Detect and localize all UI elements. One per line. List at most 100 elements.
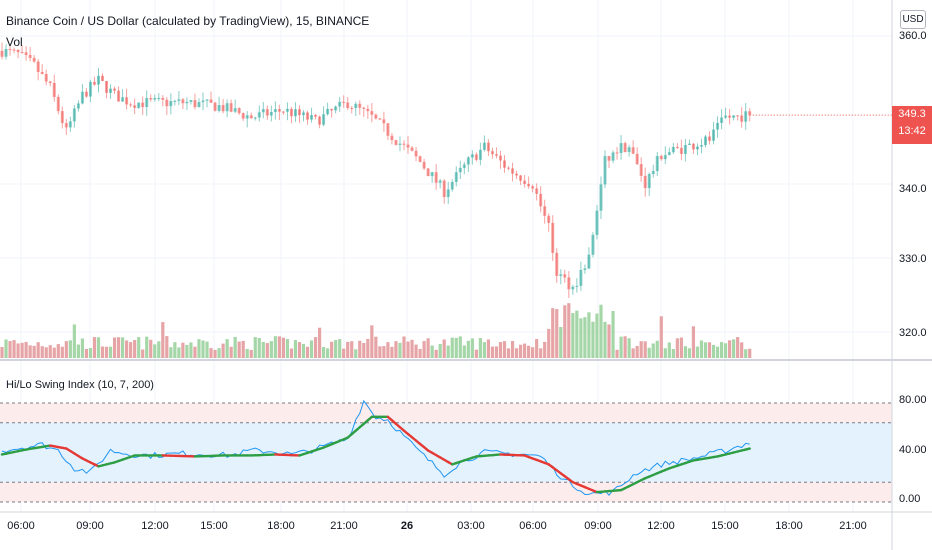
candle-body bbox=[12, 49, 16, 51]
candle-body bbox=[583, 268, 587, 270]
volume-bar bbox=[153, 344, 157, 358]
candle-body bbox=[382, 119, 386, 124]
candle-body bbox=[0, 50, 4, 57]
candle-body bbox=[627, 147, 631, 153]
candle-body bbox=[732, 115, 736, 118]
candle-body bbox=[354, 103, 358, 109]
candle-body bbox=[201, 100, 205, 103]
candle-body bbox=[535, 188, 539, 194]
candle-body bbox=[36, 61, 40, 72]
volume-bar bbox=[4, 339, 8, 358]
volume-bar bbox=[446, 345, 450, 358]
candle-body bbox=[189, 100, 193, 102]
candle-body bbox=[446, 189, 450, 197]
volume-bar bbox=[338, 339, 342, 358]
volume-bar bbox=[229, 346, 233, 358]
candle-body bbox=[659, 156, 663, 160]
candle-body bbox=[716, 122, 720, 130]
volume-bar bbox=[378, 346, 382, 358]
volume-bar bbox=[237, 341, 241, 358]
price-tick: 340.0 bbox=[899, 183, 927, 195]
price-tick: 330.0 bbox=[899, 253, 927, 265]
volume-bar bbox=[382, 346, 386, 358]
candle-body bbox=[450, 182, 454, 190]
volume-bar bbox=[209, 348, 213, 358]
candle-body bbox=[322, 114, 326, 125]
volume-bar bbox=[535, 339, 539, 358]
volume-bar bbox=[659, 316, 663, 358]
volume-bar bbox=[502, 341, 507, 358]
volume-bar bbox=[92, 337, 97, 358]
volume-bar bbox=[177, 347, 181, 358]
volume-bar bbox=[129, 342, 133, 358]
symbol-title[interactable]: Binance Coin / US Dollar (calculated by … bbox=[6, 14, 370, 28]
volume-bar bbox=[297, 342, 302, 358]
candle-body bbox=[378, 118, 382, 120]
time-tick: 15:00 bbox=[200, 520, 228, 532]
candle-body bbox=[293, 109, 297, 117]
volume-bar bbox=[595, 313, 599, 358]
volume-bar bbox=[24, 341, 28, 358]
volume-bar bbox=[40, 346, 44, 358]
candle-body bbox=[105, 81, 109, 93]
candle-body bbox=[643, 175, 647, 189]
candle-body bbox=[515, 173, 519, 176]
candle-body bbox=[213, 102, 217, 111]
candle-body bbox=[157, 98, 161, 100]
volume-bar bbox=[68, 340, 72, 358]
volume-bar bbox=[703, 342, 708, 358]
candle-body bbox=[695, 146, 699, 150]
candle-body bbox=[551, 222, 555, 253]
volume-bar bbox=[137, 337, 141, 358]
candle-body bbox=[205, 99, 209, 101]
candle-body bbox=[76, 103, 80, 109]
candle-body bbox=[334, 106, 338, 111]
volume-bar bbox=[157, 341, 161, 358]
volume-bar bbox=[16, 343, 20, 358]
time-tick: 09:00 bbox=[584, 520, 612, 532]
volume-bar bbox=[559, 326, 563, 358]
volume-bar bbox=[607, 324, 611, 358]
candle-body bbox=[306, 112, 310, 120]
candle-body bbox=[454, 172, 458, 183]
volume-bar bbox=[322, 347, 326, 358]
time-tick: 18:00 bbox=[267, 520, 295, 532]
candle-body bbox=[651, 171, 655, 174]
candle-body bbox=[92, 81, 96, 85]
volume-indicator-label[interactable]: Vol bbox=[6, 35, 23, 49]
candle-body bbox=[310, 114, 314, 120]
candle-body bbox=[181, 99, 185, 104]
candle-body bbox=[173, 100, 177, 102]
candle-body bbox=[32, 57, 36, 62]
candle-body bbox=[422, 161, 426, 169]
volume-bar bbox=[579, 318, 583, 358]
candle-body bbox=[667, 152, 671, 156]
candle-body bbox=[145, 98, 149, 107]
volume-bar bbox=[52, 347, 56, 358]
candle-body bbox=[615, 152, 619, 154]
volume-bar bbox=[334, 339, 338, 358]
volume-bar bbox=[394, 341, 398, 358]
candle-body bbox=[406, 144, 410, 148]
candle-body bbox=[277, 109, 281, 112]
volume-bar bbox=[442, 339, 446, 358]
volume-bar bbox=[527, 345, 531, 358]
volume-bar bbox=[201, 340, 205, 358]
volume-bar bbox=[615, 349, 619, 358]
candle-body bbox=[478, 149, 482, 160]
time-tick: 21:00 bbox=[839, 520, 867, 532]
candle-body bbox=[40, 71, 44, 74]
candle-body bbox=[249, 115, 253, 119]
oscillator-indicator-label[interactable]: Hi/Lo Swing Index (10, 7, 200) bbox=[6, 379, 154, 391]
volume-bar bbox=[728, 340, 732, 358]
candle-body bbox=[129, 104, 133, 106]
candle-body bbox=[330, 108, 334, 111]
volume-bar bbox=[309, 340, 314, 358]
candle-body bbox=[470, 154, 474, 158]
volume-bar bbox=[418, 348, 422, 358]
volume-bar bbox=[145, 336, 149, 358]
currency-button[interactable]: USD bbox=[900, 10, 926, 29]
candle-body bbox=[503, 160, 506, 168]
volume-bar bbox=[514, 348, 519, 358]
